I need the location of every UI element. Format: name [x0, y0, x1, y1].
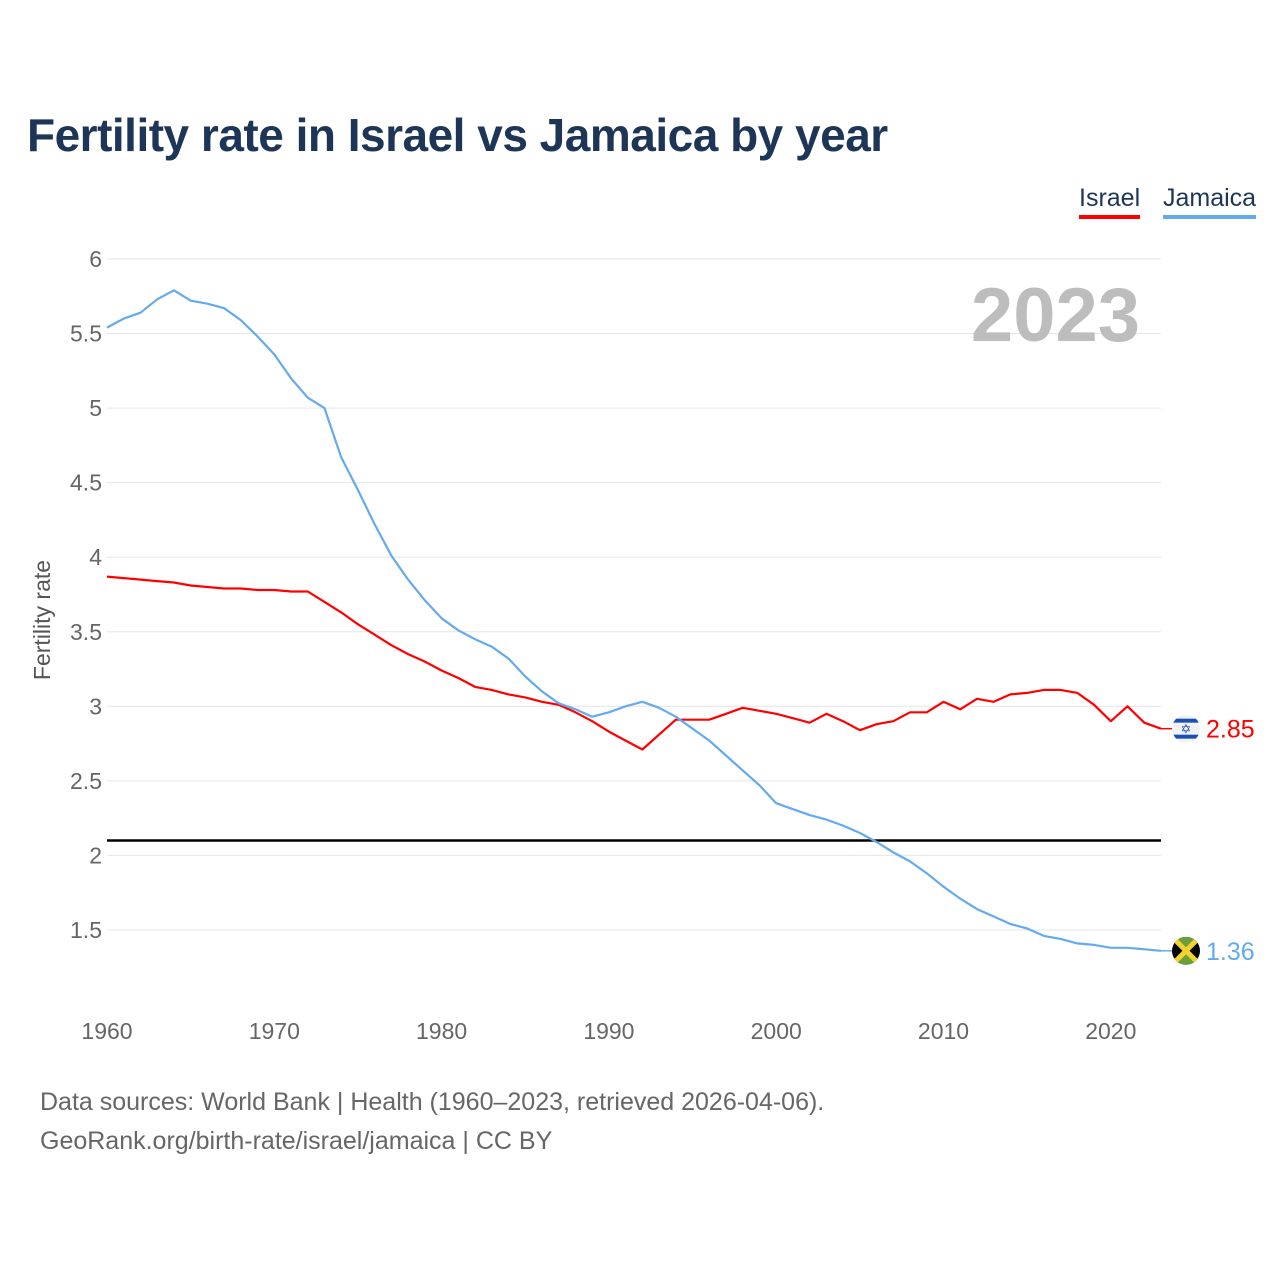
- end-value-label: 2.85: [1206, 716, 1255, 744]
- flag-saltire: [1172, 936, 1200, 965]
- series-line-israel: [106, 575, 1162, 751]
- legend-jamaica[interactable]: Jamaica: [1163, 184, 1257, 219]
- y-tick-label: 6: [89, 246, 102, 272]
- y-tick-label: 2: [89, 842, 102, 868]
- footer-credit[interactable]: GeoRank.org/birth-rate/israel/jamaica | …: [40, 1127, 553, 1155]
- star-of-david-icon: ✡: [1181, 723, 1192, 738]
- flag-body: [1172, 936, 1200, 965]
- y-tick-label: 5: [89, 395, 102, 421]
- y-tick-label: 3.5: [70, 619, 102, 645]
- x-tick-label: 1970: [249, 1018, 300, 1044]
- y-tick-label: 5.5: [70, 321, 102, 347]
- x-tick-label: 2010: [918, 1018, 969, 1044]
- flag-body: ✡: [1172, 714, 1200, 743]
- y-tick-label: 2.5: [70, 768, 102, 794]
- y-tick-label: 4: [89, 544, 102, 570]
- x-tick-label: 1980: [416, 1018, 467, 1044]
- y-tick-label: 1.5: [70, 917, 102, 943]
- chart-title: Fertility rate in Israel vs Jamaica by y…: [27, 109, 888, 161]
- footer-sources: Data sources: World Bank | Health (1960–…: [40, 1088, 825, 1116]
- x-tick-label: 1990: [583, 1018, 634, 1044]
- israel-flag-icon: ✡: [1172, 714, 1200, 743]
- y-tick-label: 3: [89, 693, 102, 719]
- y-axis-label: Fertility rate: [29, 560, 55, 680]
- series-line-jamaica: [106, 289, 1162, 952]
- end-value-label: 1.36: [1206, 938, 1255, 966]
- year-watermark: 2023: [971, 273, 1140, 358]
- x-tick-label: 2000: [751, 1018, 802, 1044]
- jamaica-flag-icon: [1172, 936, 1200, 965]
- y-tick-label: 4.5: [70, 470, 102, 496]
- flag-stripe: [1172, 718, 1200, 723]
- flag-stripe: [1172, 734, 1200, 739]
- x-tick-label: 2020: [1085, 1018, 1136, 1044]
- x-tick-label: 1960: [81, 1018, 132, 1044]
- legend-israel[interactable]: Israel: [1079, 184, 1141, 219]
